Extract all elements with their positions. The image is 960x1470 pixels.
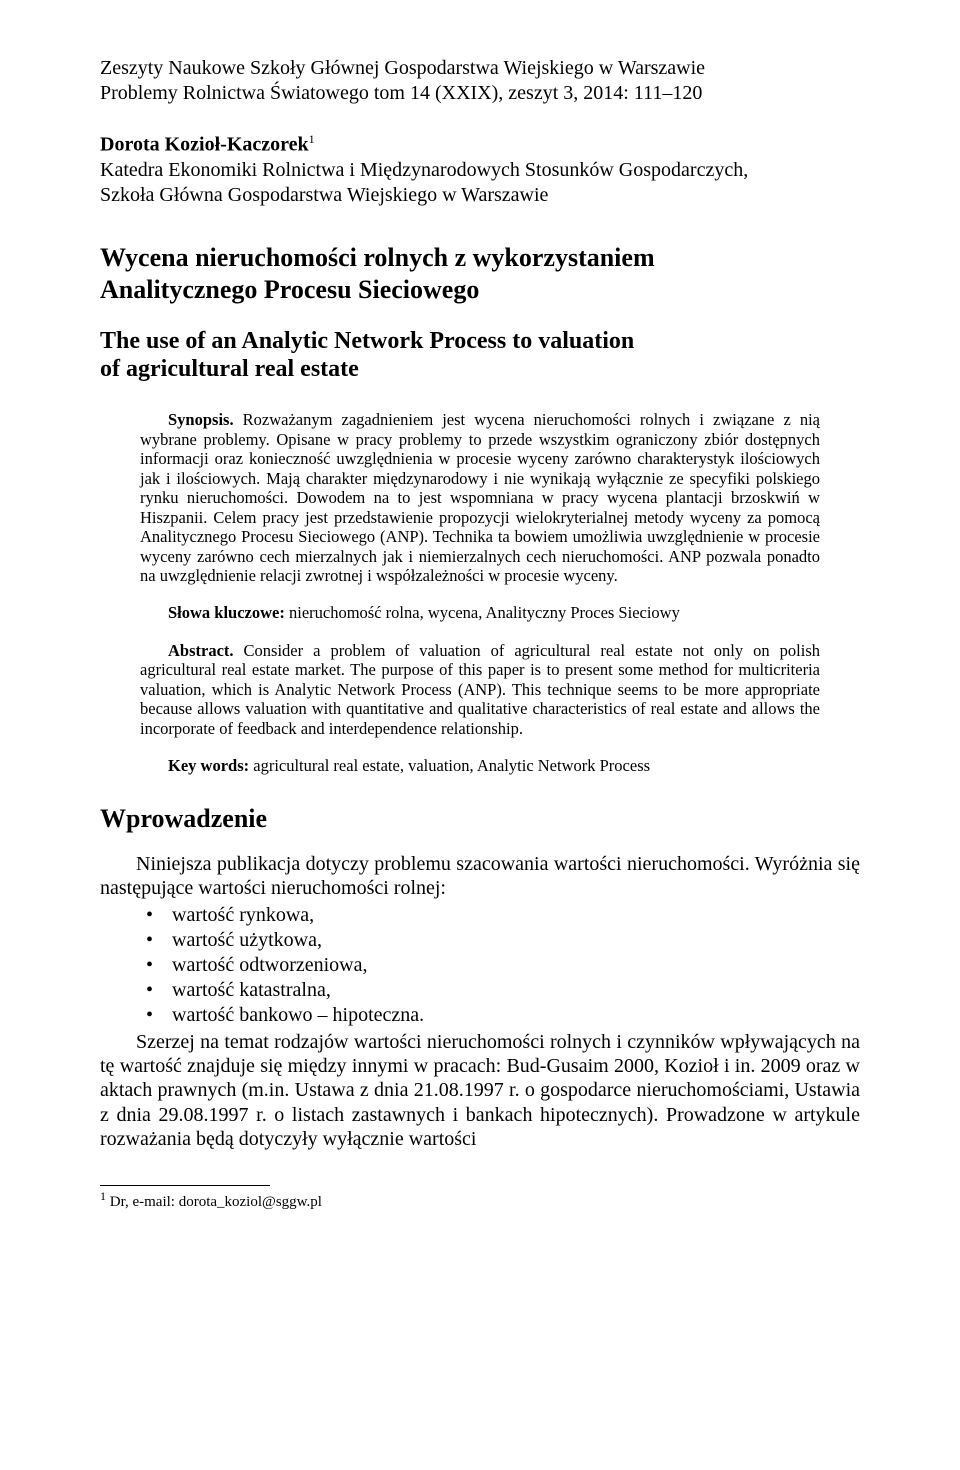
keywords-pl-text: nieruchomość rolna, wycena, Analityczny … bbox=[285, 603, 680, 622]
list-item: wartość katastralna, bbox=[172, 978, 860, 1003]
list-item: wartość bankowo – hipoteczna. bbox=[172, 1003, 860, 1028]
synopsis-label: Synopsis. bbox=[168, 410, 234, 429]
list-item: wartość odtworzeniowa, bbox=[172, 953, 860, 978]
intro-tail: Szerzej na temat rodzajów wartości nieru… bbox=[100, 1030, 860, 1152]
journal-line-2: Problemy Rolnictwa Światowego tom 14 (XX… bbox=[100, 81, 860, 106]
journal-header: Zeszyty Naukowe Szkoły Głównej Gospodars… bbox=[100, 56, 860, 106]
title-pl-line-2: Analitycznego Procesu Sieciowego bbox=[100, 274, 860, 307]
author-affiliation-2: Szkoła Główna Gospodarstwa Wiejskiego w … bbox=[100, 183, 860, 208]
title-polish: Wycena nieruchomości rolnych z wykorzyst… bbox=[100, 242, 860, 307]
title-en-line-2: of agricultural real estate bbox=[100, 355, 860, 384]
author-block: Dorota Kozioł-Kaczorek1 Katedra Ekonomik… bbox=[100, 132, 860, 208]
author-name: Dorota Kozioł-Kaczorek bbox=[100, 134, 309, 156]
list-item: wartość rynkowa, bbox=[172, 903, 860, 928]
title-pl-line-1: Wycena nieruchomości rolnych z wykorzyst… bbox=[100, 242, 860, 275]
footnote-rule bbox=[100, 1185, 270, 1186]
abstract-en-label: Abstract. bbox=[168, 641, 234, 660]
author-name-line: Dorota Kozioł-Kaczorek1 bbox=[100, 132, 860, 158]
section-heading-intro: Wprowadzenie bbox=[100, 804, 860, 834]
journal-line-1: Zeszyty Naukowe Szkoły Głównej Gospodars… bbox=[100, 56, 860, 81]
synopsis-text: Rozważanym zagadnieniem jest wycena nier… bbox=[140, 410, 820, 585]
footnote-text: Dr, e-mail: dorota_koziol@sggw.pl bbox=[106, 1194, 322, 1210]
keywords-en-label: Key words: bbox=[168, 756, 249, 775]
abstract-en-paragraph: Abstract. Consider a problem of valuatio… bbox=[140, 641, 820, 738]
keywords-pl-label: Słowa kluczowe: bbox=[168, 603, 285, 622]
abstracts-container: Synopsis. Rozważanym zagadnieniem jest w… bbox=[140, 410, 820, 776]
author-affiliation-1: Katedra Ekonomiki Rolnictwa i Międzynaro… bbox=[100, 158, 860, 183]
intro-lead: Niniejsza publikacja dotyczy problemu sz… bbox=[100, 852, 860, 901]
keywords-pl-paragraph: Słowa kluczowe: nieruchomość rolna, wyce… bbox=[140, 603, 820, 622]
footnote: 1 Dr, e-mail: dorota_koziol@sggw.pl bbox=[100, 1189, 860, 1211]
list-item: wartość użytkowa, bbox=[172, 928, 860, 953]
abstract-en-text: Consider a problem of valuation of agric… bbox=[140, 641, 820, 738]
intro-body: Niniejsza publikacja dotyczy problemu sz… bbox=[100, 852, 860, 1152]
author-footnote-ref: 1 bbox=[309, 132, 315, 146]
title-en-line-1: The use of an Analytic Network Process t… bbox=[100, 327, 860, 356]
synopsis-paragraph: Synopsis. Rozważanym zagadnieniem jest w… bbox=[140, 410, 820, 585]
keywords-en-paragraph: Key words: agricultural real estate, val… bbox=[140, 756, 820, 775]
keywords-en-text: agricultural real estate, valuation, Ana… bbox=[249, 756, 650, 775]
page: Zeszyty Naukowe Szkoły Głównej Gospodars… bbox=[0, 0, 960, 1470]
title-english: The use of an Analytic Network Process t… bbox=[100, 327, 860, 385]
value-list: wartość rynkowa, wartość użytkowa, warto… bbox=[172, 903, 860, 1028]
